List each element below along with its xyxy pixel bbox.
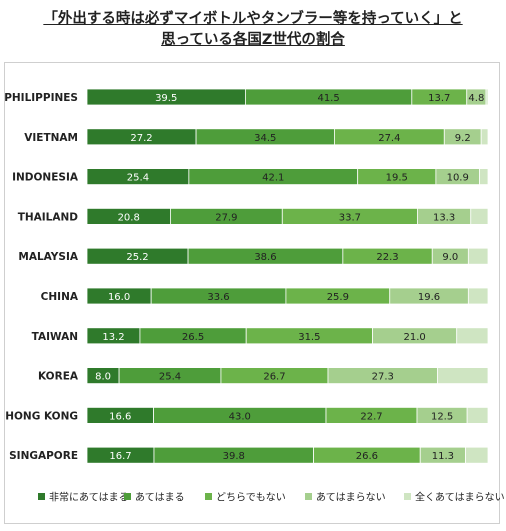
legend-swatch <box>305 493 312 500</box>
legend-label: 非常にあてはまる <box>49 491 129 504</box>
chart-title: 「外出する時は必ずマイボトルやタンブラー等を持っていく」と 思っている各国Z世代… <box>0 9 506 51</box>
data-label: 20.8 <box>118 212 140 223</box>
category-label: SINGAPORE <box>9 450 78 462</box>
data-label: 16.6 <box>109 411 131 422</box>
data-label: 13.7 <box>428 93 450 104</box>
data-label: 19.5 <box>386 173 408 184</box>
legend-swatch <box>124 493 131 500</box>
bar-segment <box>480 128 489 146</box>
data-label: 43.0 <box>229 411 251 422</box>
data-label: 13.3 <box>433 212 455 223</box>
data-label: 26.6 <box>356 451 378 462</box>
data-label: 12.5 <box>431 411 453 422</box>
data-label: 27.4 <box>378 133 400 144</box>
legend-swatch <box>404 493 411 500</box>
category-label: VIETNAM <box>24 132 78 144</box>
category-label: KOREA <box>38 371 79 383</box>
data-label: 38.6 <box>254 252 276 263</box>
category-label: THAILAND <box>18 211 79 223</box>
data-label: 25.2 <box>126 252 148 263</box>
data-label: 25.9 <box>327 292 349 303</box>
category-label: PHILIPPINES <box>4 92 78 104</box>
data-label: 34.5 <box>254 133 276 144</box>
bar-segment <box>485 88 489 106</box>
data-label: 9.0 <box>442 252 458 263</box>
bar-segment <box>437 367 489 385</box>
data-label: 33.7 <box>339 212 361 223</box>
data-label: 22.7 <box>360 411 382 422</box>
data-label: 25.4 <box>127 173 149 184</box>
data-label: 16.7 <box>109 451 131 462</box>
data-label: 27.3 <box>372 372 394 383</box>
category-label: TAIWAN <box>32 331 78 343</box>
data-label: 33.6 <box>207 292 229 303</box>
data-label: 11.3 <box>432 451 454 462</box>
data-label: 27.2 <box>130 133 152 144</box>
data-label: 39.8 <box>223 451 245 462</box>
bar-segment <box>466 406 489 424</box>
category-label: MALAYSIA <box>18 251 78 263</box>
legend-swatch <box>38 493 45 500</box>
legend-swatch <box>205 493 212 500</box>
data-label: 26.5 <box>182 332 204 343</box>
legend-label: あてはまる <box>135 492 185 504</box>
data-label: 13.2 <box>102 332 124 343</box>
data-label: 25.4 <box>159 372 181 383</box>
bar-segment <box>467 287 489 305</box>
bar-segment <box>470 207 489 225</box>
data-label: 42.1 <box>262 173 284 184</box>
bar-segment <box>465 446 489 464</box>
data-label: 19.6 <box>418 292 440 303</box>
chart-frame <box>4 62 500 524</box>
legend-label: 全くあてはまらない <box>415 491 505 504</box>
data-label: 21.0 <box>403 332 425 343</box>
bar-segment <box>467 247 489 265</box>
chart-title-line-1: 「外出する時は必ずマイボトルやタンブラー等を持っていく」と <box>43 11 463 27</box>
data-label: 31.5 <box>298 332 320 343</box>
data-label: 39.5 <box>155 93 177 104</box>
category-label: CHINA <box>41 291 79 303</box>
category-label: INDONESIA <box>12 172 79 184</box>
data-label: 27.9 <box>215 212 237 223</box>
category-label: HONG KONG <box>5 410 78 422</box>
legend-label: あてはまらない <box>316 492 386 504</box>
data-label: 8.0 <box>95 372 111 383</box>
data-label: 4.8 <box>468 93 484 104</box>
legend-label: どちらでもない <box>216 492 286 504</box>
chart-title-line-2: 思っている各国Z世代の割合 <box>161 32 345 48</box>
data-label: 22.3 <box>376 252 398 263</box>
data-label: 9.2 <box>455 133 471 144</box>
data-label: 10.9 <box>447 173 469 184</box>
data-label: 16.0 <box>108 292 130 303</box>
bar-segment <box>456 327 489 345</box>
bar-segment <box>479 168 489 186</box>
data-label: 26.7 <box>263 372 285 383</box>
data-label: 41.5 <box>317 93 339 104</box>
